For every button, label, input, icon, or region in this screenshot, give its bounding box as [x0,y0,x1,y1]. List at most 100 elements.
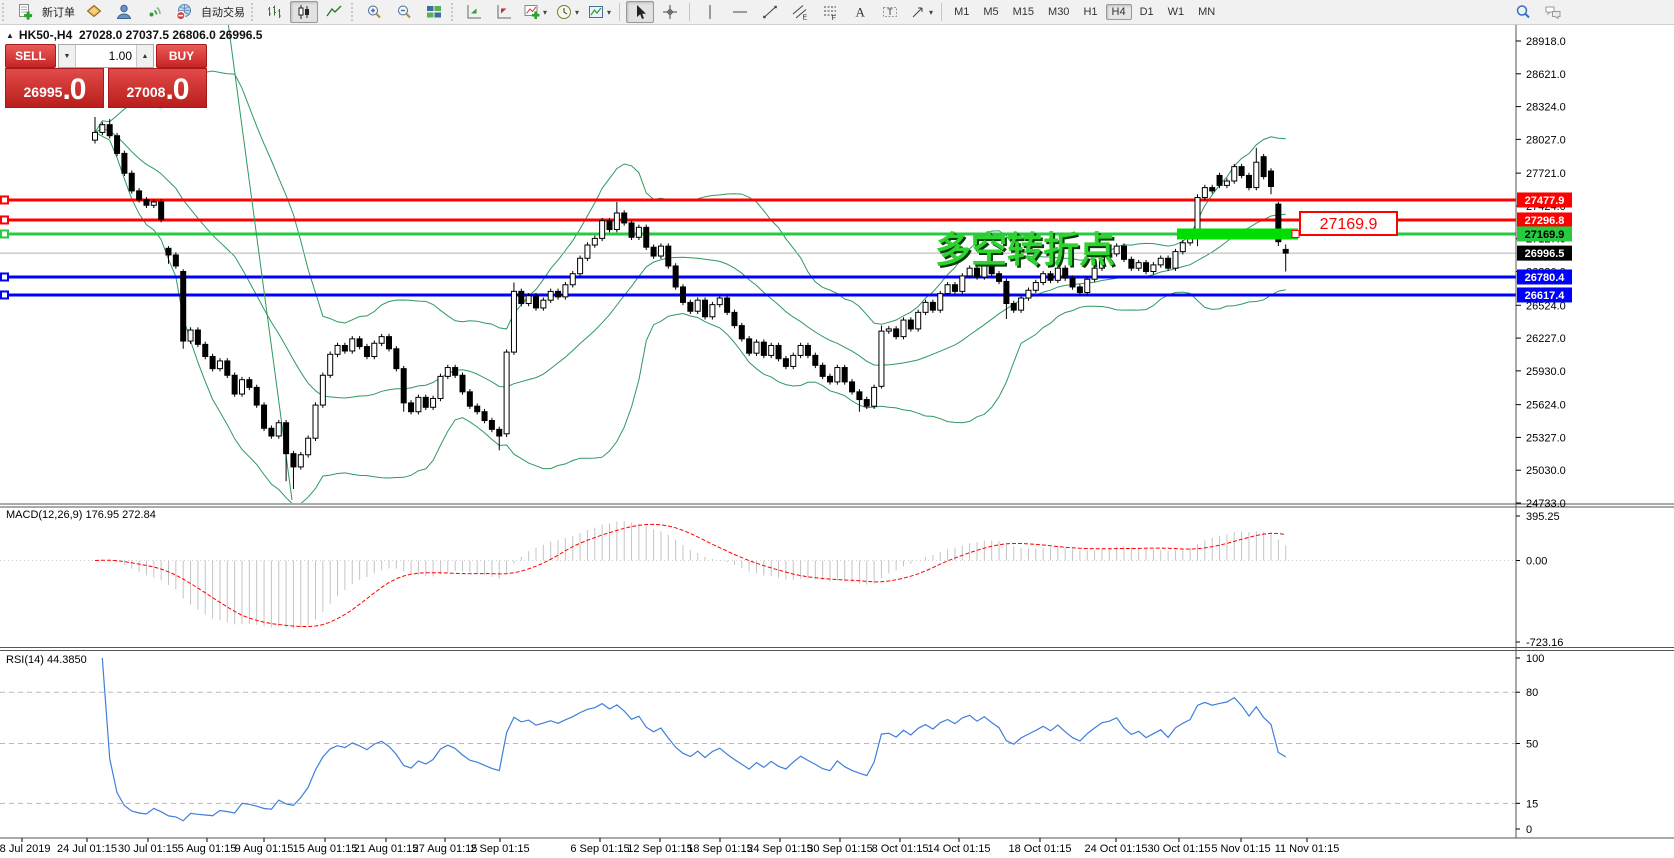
svg-text:28621.0: 28621.0 [1526,69,1566,81]
templates-button[interactable]: ▾ [584,1,614,23]
market-watch-button[interactable] [80,1,108,23]
timeframe-W1[interactable]: W1 [1167,6,1185,18]
zoom-out-button[interactable] [390,1,418,23]
toolbar-separator [619,3,621,21]
svg-text:100: 100 [1526,653,1544,665]
svg-text:50: 50 [1526,739,1538,751]
svg-text:26617.4: 26617.4 [1525,290,1566,302]
horizontal-line-icon [733,11,748,13]
autotrade-label[interactable]: 自动交易 [201,7,245,19]
svg-text:27169.9: 27169.9 [1525,229,1565,241]
label-tool-button[interactable]: T [876,1,904,23]
svg-text:0.00: 0.00 [1526,556,1547,568]
trendline-tool-button[interactable] [756,1,784,23]
svg-text:24733.0: 24733.0 [1526,498,1566,510]
svg-text:30 Jul 01:15: 30 Jul 01:15 [118,843,178,855]
svg-text:28027.0: 28027.0 [1526,134,1566,146]
timeframe-M1[interactable]: M1 [954,6,970,18]
autoscroll-icon [467,5,481,19]
buy-button[interactable]: BUY [156,44,207,68]
line-chart-button[interactable] [320,1,348,23]
svg-text:24 Jul 01:15: 24 Jul 01:15 [57,843,117,855]
buy-price-main: 27008 [126,84,166,100]
sell-button[interactable]: SELL [5,44,56,68]
one-click-trading-panel: SELL ▼ ▲ BUY 26995 .0 27008 .0 [5,44,207,108]
timeframe-MN[interactable]: MN [1198,6,1216,18]
autotrade-button[interactable] [170,1,198,23]
crosshair-button[interactable] [656,1,684,23]
chart-shift-icon [497,5,511,19]
indicators-button[interactable]: ▾ [520,1,550,23]
macd-plot [0,521,1516,629]
chart-title: ▲ HK50-,H4 27028.0 27037.5 26806.0 26996… [6,28,262,42]
svg-text:28324.0: 28324.0 [1526,102,1566,114]
svg-text:25030.0: 25030.0 [1526,465,1566,477]
timeframe-H4[interactable]: H4 [1105,4,1132,20]
svg-text:12 Sep 01:15: 12 Sep 01:15 [627,843,692,855]
zoom-out-icon [398,5,411,19]
signal-icon [149,6,161,17]
toolbar: 新订单 自动交易 [0,0,1674,25]
timeframe-H1[interactable]: H1 [1083,6,1098,18]
svg-text:18 Oct 01:15: 18 Oct 01:15 [1009,843,1072,855]
bar-chart-button[interactable] [260,1,288,23]
chart-shift-button[interactable] [490,1,518,23]
svg-text:5 Nov 01:15: 5 Nov 01:15 [1211,843,1270,855]
one-click-toggle-icon[interactable]: ▲ [6,30,14,40]
new-order-button[interactable] [11,1,39,23]
chart-symbol: HK50-,H4 [18,28,73,42]
chat-icon [1545,6,1561,20]
text-tool-button[interactable]: A [846,1,874,23]
fibonacci-tool-button[interactable]: F [816,1,844,23]
sell-price-main: 26995 [23,84,63,100]
svg-text:14 Oct 01:15: 14 Oct 01:15 [928,843,991,855]
accounts-button[interactable] [110,1,138,23]
hline-tool-button[interactable] [726,1,754,23]
svg-text:0: 0 [1526,824,1532,836]
pivot-annotation-shadow: 多空转折点 [937,231,1117,272]
vline-tool-button[interactable] [696,1,724,23]
timeframe-M15[interactable]: M15 [1012,6,1035,18]
signal-button[interactable] [140,1,168,23]
timeframe-D1[interactable]: D1 [1139,6,1154,18]
periods-button[interactable]: ▾ [552,1,582,23]
clock-icon [557,5,572,19]
zoom-in-button[interactable] [360,1,388,23]
search-button[interactable] [1509,1,1537,23]
volume-input[interactable] [76,45,136,67]
chart-ohlc: 27028.0 27037.5 26806.0 26996.5 [78,28,263,42]
cursor-icon [637,5,647,19]
shapes-tool-button[interactable]: ▾ [906,1,936,23]
buy-price-fraction: .0 [165,73,189,106]
svg-text:24 Sep 01:15: 24 Sep 01:15 [747,843,812,855]
svg-text:6 Sep 01:15: 6 Sep 01:15 [570,843,629,855]
new-order-label[interactable]: 新订单 [42,7,75,19]
autoscroll-button[interactable] [460,1,488,23]
arrows-icon [912,7,923,18]
svg-text:27721.0: 27721.0 [1526,168,1566,180]
chevron-down-icon: ▾ [575,7,580,17]
svg-text:80: 80 [1526,687,1538,699]
text-label-icon: T [883,7,898,17]
chat-button[interactable] [1539,1,1567,23]
sell-price-display[interactable]: 26995 .0 [5,68,104,108]
buy-price-display[interactable]: 27008 .0 [108,68,207,108]
template-icon [589,6,604,18]
candle-chart-button[interactable] [290,1,318,23]
toolbar-grip [351,3,357,21]
tile-windows-button[interactable] [420,1,448,23]
pivot-annotation: 多空转折点 [935,229,1115,270]
svg-text:11 Nov 01:15: 11 Nov 01:15 [1275,843,1340,855]
timeframe-M5[interactable]: M5 [983,6,999,18]
svg-text:T: T [887,7,893,17]
timeframe-M30[interactable]: M30 [1048,6,1070,18]
volume-up-button[interactable]: ▲ [136,45,153,67]
channel-tool-button[interactable]: E [786,1,814,23]
volume-down-button[interactable]: ▼ [59,45,76,67]
svg-text:21 Aug 01:15: 21 Aug 01:15 [354,843,419,855]
cursor-button[interactable] [626,1,655,23]
search-icon [1516,5,1530,19]
chevron-down-icon: ▾ [543,7,548,17]
